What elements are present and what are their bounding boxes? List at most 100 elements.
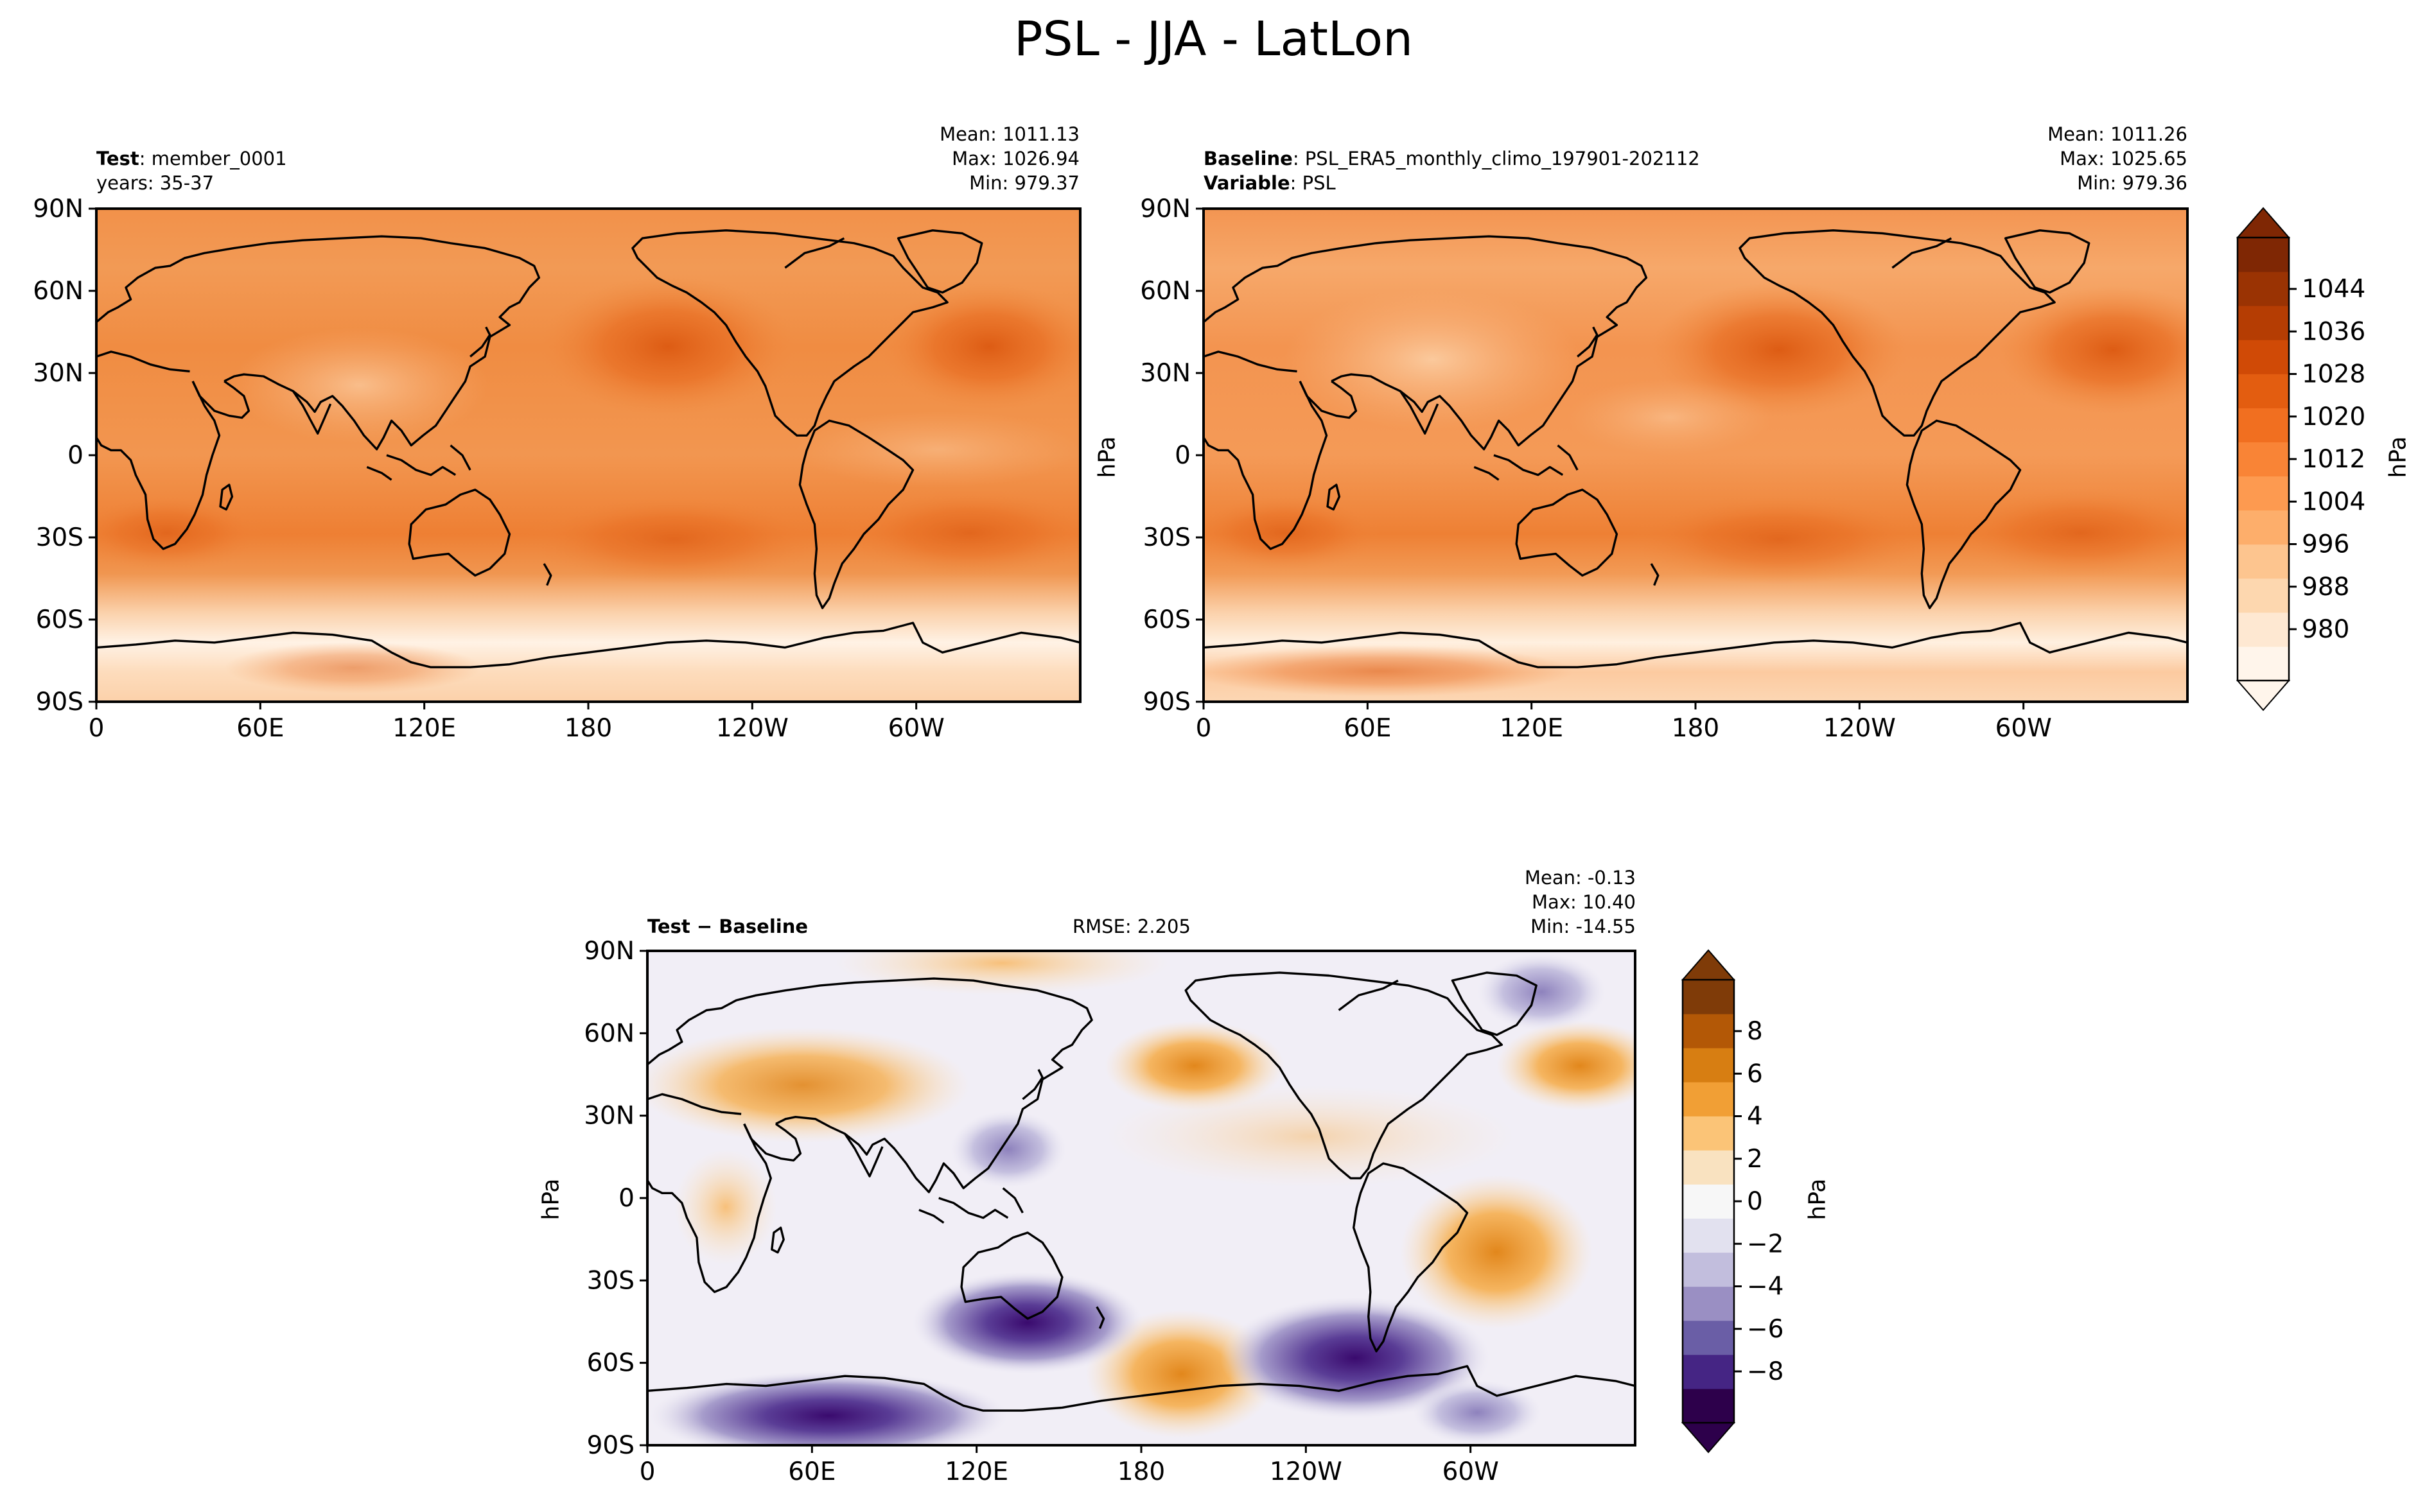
diff-lat-tick-label: 60S	[587, 1349, 635, 1378]
main-colorbar-swatch	[2238, 612, 2289, 647]
diff-colorbar-swatch	[1683, 1252, 1734, 1287]
diff-lon-tick-label: 0	[640, 1457, 656, 1486]
baseline-field	[1204, 209, 2187, 702]
test-max: Max: 1026.94	[952, 148, 1080, 169]
main-colorbar-swatch	[2238, 476, 2289, 511]
diff-colorbar-swatch	[1683, 1184, 1734, 1219]
main-colorbar-swatch	[2238, 442, 2289, 477]
variable-label: Variable	[1204, 172, 1290, 194]
diff-label: Test − Baseline	[647, 916, 809, 937]
main-colorbar-swatch	[2238, 272, 2289, 306]
diff-lat-tick-label: 90N	[584, 937, 635, 966]
diff-colorbar-tick-label: 6	[1747, 1059, 1763, 1088]
main-colorbar-tick-label: 1044	[2302, 275, 2365, 304]
figure-title: PSL - JJA - LatLon	[1014, 12, 1413, 67]
main-colorbar-swatch	[2238, 374, 2289, 408]
baseline-mean: Mean: 1011.26	[2047, 123, 2187, 145]
test-lon-tick-label: 60E	[236, 714, 284, 743]
diff-lon-tick-label: 120W	[1270, 1457, 1342, 1486]
main-colorbar-tick-label: 1012	[2302, 445, 2365, 474]
diff-map	[647, 951, 1635, 1445]
baseline-header: Baseline: PSL_ERA5_monthly_climo_197901-…	[1204, 148, 1700, 169]
test-mean: Mean: 1011.13	[940, 123, 1080, 145]
baseline-lon-tick-label: 120E	[1500, 714, 1563, 743]
main-colorbar-swatch	[2238, 306, 2289, 340]
main-colorbar-swatch	[2238, 544, 2289, 579]
main-colorbar-swatch	[2238, 646, 2289, 681]
baseline-lon-tick-label: 60E	[1344, 714, 1391, 743]
main-colorbar-swatch	[2238, 408, 2289, 442]
diff-lon-tick-label: 180	[1117, 1457, 1165, 1486]
main-colorbar-tick-label: 1036	[2302, 317, 2365, 346]
diff-colorbar-swatch	[1683, 1218, 1734, 1253]
diff-lon-tick-label: 60W	[1442, 1457, 1499, 1486]
test-lon-tick-label: 180	[565, 714, 612, 743]
diff-colorbar-swatch	[1683, 1286, 1734, 1321]
diff-lat-tick-label: 60N	[584, 1019, 635, 1048]
diff-colorbar-swatch	[1683, 1014, 1734, 1048]
baseline-stats: Mean: 1011.26 Max: 1025.65 Min: 979.36	[2047, 122, 2187, 195]
test-lat-tick-label: 30S	[36, 523, 83, 552]
baseline-lon-tick-label: 120W	[1823, 714, 1896, 743]
diff-lat-tick-label: 30N	[584, 1102, 635, 1131]
main-colorbar-swatch	[2238, 340, 2289, 374]
test-lat-tick-label: 60N	[33, 277, 83, 306]
diff-colorbar-extend-high	[1681, 949, 1736, 980]
diff-lon-tick-label: 60E	[788, 1457, 836, 1486]
test-lon-tick-label: 0	[89, 714, 105, 743]
diff-colorbar-swatch	[1683, 980, 1734, 1014]
diff-colorbar-swatch	[1683, 1354, 1734, 1389]
main-colorbar-extend-high	[2236, 207, 2291, 238]
diff-colorbar-tick-label: 8	[1747, 1017, 1763, 1046]
main-colorbar-tick-label: 1004	[2302, 487, 2365, 516]
test-lon-tick-label: 60W	[888, 714, 945, 743]
baseline-map	[1204, 209, 2187, 702]
test-label: Test	[96, 148, 139, 169]
diff-colorbar-swatch	[1683, 1116, 1734, 1151]
baseline-lat-tick-label: 0	[1175, 441, 1191, 470]
baseline-lat-tick-label: 90S	[1143, 688, 1191, 717]
diff-colorbar-swatch	[1683, 1388, 1734, 1423]
diff-colorbar-tick-label: 2	[1747, 1145, 1763, 1174]
diff-lat-tick-label: 30S	[587, 1266, 635, 1295]
diff-lon-tick-label: 120E	[945, 1457, 1008, 1486]
variable-name: PSL	[1302, 172, 1336, 194]
baseline-lon-tick-label: 180	[1672, 714, 1719, 743]
diff-colorbar-tick-label: 0	[1747, 1187, 1763, 1216]
test-lat-tick-label: 60S	[36, 605, 83, 634]
baseline-lon-tick-label: 0	[1196, 714, 1212, 743]
test-lat-tick-label: 0	[67, 441, 83, 470]
main-colorbar-tick-label: 988	[2302, 573, 2349, 602]
baseline-max: Max: 1025.65	[2060, 148, 2187, 169]
test-years: years: 35-37	[96, 172, 215, 194]
diff-colorbar-swatch	[1683, 1048, 1734, 1082]
diff-colorbar-swatch	[1683, 1150, 1734, 1185]
baseline-lat-tick-label: 90N	[1140, 195, 1191, 223]
test-lon-tick-label: 120W	[716, 714, 789, 743]
diff-colorbar-tick-label: −4	[1747, 1273, 1784, 1301]
diff-colorbar: 8 6 4 2 0 −2 −4 −6 −8	[1681, 949, 1784, 1454]
baseline-variable: Variable: PSL	[1204, 172, 1336, 194]
baseline-label: Baseline	[1204, 148, 1293, 169]
diff-stats: Mean: -0.13 Max: 10.40 Min: -14.55	[1525, 865, 1636, 939]
test-lat-tick-label: 90S	[36, 688, 83, 717]
diff-colorbar-extend-low	[1681, 1422, 1736, 1454]
diff-max: Max: 10.40	[1532, 891, 1636, 913]
baseline-dataset: PSL_ERA5_monthly_climo_197901-202112	[1304, 148, 1700, 169]
diff-lat-tick-label: 90S	[587, 1431, 635, 1460]
diff-colorbar-tick-label: −2	[1747, 1230, 1784, 1258]
main-colorbar-tick-label: 996	[2302, 530, 2349, 559]
main-colorbar-extend-low	[2236, 680, 2291, 711]
test-map	[96, 209, 1080, 702]
diff-min: Min: -14.55	[1530, 916, 1636, 937]
test-lon-tick-label: 120E	[392, 714, 456, 743]
diff-colorbar-swatch	[1683, 1320, 1734, 1355]
baseline-lat-tick-label: 30S	[1143, 523, 1191, 552]
test-lat-tick-label: 30N	[33, 359, 83, 388]
diff-colorbar-tick-label: −6	[1747, 1315, 1784, 1344]
test-header: Test: member_0001	[96, 148, 287, 169]
baseline-lat-tick-label: 30N	[1140, 359, 1191, 388]
diff-colorbar-tick-label: 4	[1747, 1102, 1763, 1131]
